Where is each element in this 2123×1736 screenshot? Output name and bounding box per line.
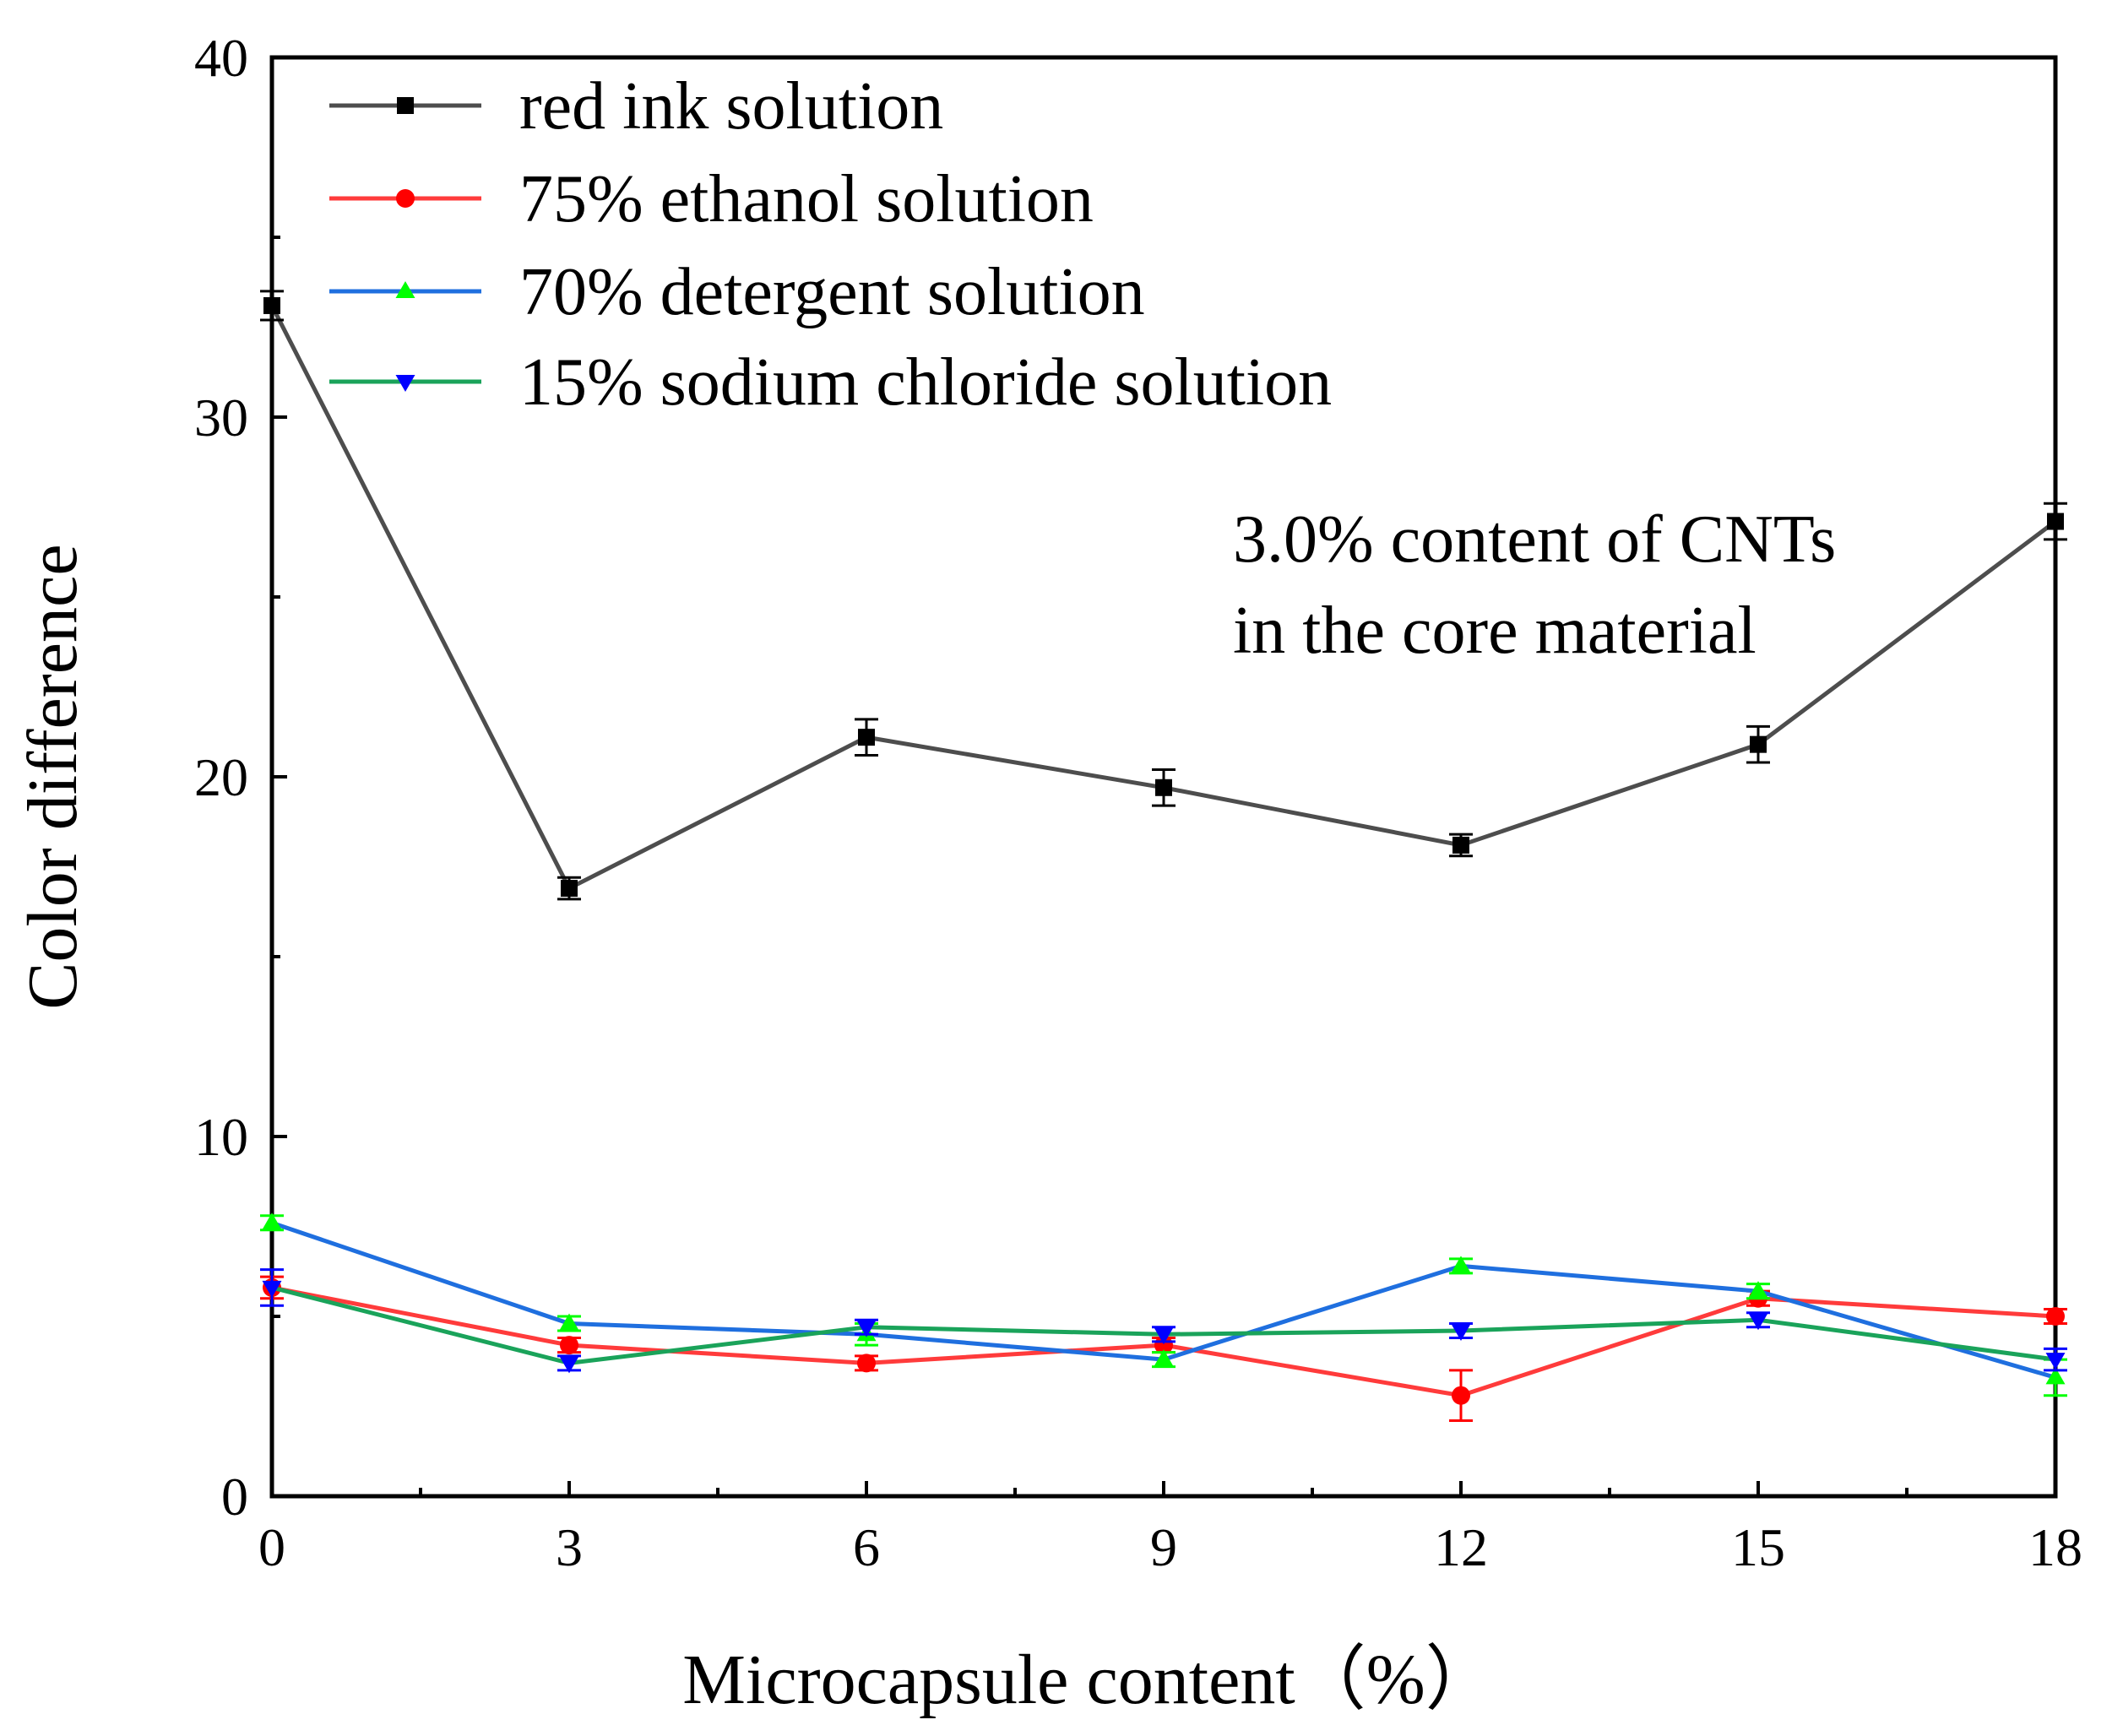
legend-label: 75% ethanol solution	[519, 162, 1094, 236]
y-tick-label: 0	[221, 1467, 248, 1527]
data-point	[1452, 836, 1469, 854]
series-2	[260, 1275, 2067, 1423]
y-tick-label: 40	[194, 28, 248, 88]
series-3	[260, 1212, 2067, 1397]
data-point	[857, 1354, 876, 1373]
data-point	[559, 1313, 579, 1331]
axis-tick-labels: 0 3 6 9 12 15 18 0 10 20 30 40	[194, 28, 2082, 1577]
data-point	[262, 1280, 282, 1298]
y-axis-label: Color difference	[14, 544, 92, 1009]
y-tick-label: 20	[194, 747, 248, 807]
data-point	[856, 1320, 877, 1337]
x-axis-label: Microcapsule content（%）	[682, 1641, 1496, 1719]
series-4	[260, 1268, 2067, 1374]
data-point	[561, 880, 578, 898]
y-tick-label: 10	[194, 1107, 248, 1167]
legend-marker	[396, 189, 415, 208]
legend-label: red ink solution	[519, 69, 943, 144]
data-point	[2046, 1307, 2065, 1326]
x-tick-label: 6	[853, 1517, 880, 1577]
data-point	[1452, 1386, 1470, 1405]
data-point	[1748, 1281, 1768, 1299]
data-point	[1748, 1313, 1768, 1331]
data-point	[1155, 778, 1172, 796]
series-layer	[260, 290, 2067, 1423]
x-tick-label: 0	[258, 1517, 285, 1577]
annotation-line-1: 3.0% content of CNTs	[1233, 502, 1836, 577]
data-point	[560, 1336, 578, 1355]
data-point	[2045, 1353, 2066, 1370]
axis-ticks	[270, 56, 2057, 1498]
data-point	[2047, 513, 2064, 530]
data-point	[2045, 1367, 2066, 1385]
x-tick-label: 18	[2028, 1517, 2082, 1577]
data-point	[263, 296, 280, 314]
legend-marker	[397, 97, 414, 114]
legend-label: 15% sodium chloride solution	[519, 345, 1332, 420]
x-tick-label: 9	[1150, 1517, 1177, 1577]
data-point	[1154, 1349, 1174, 1367]
data-point	[262, 1212, 282, 1230]
annotation-line-2: in the core material	[1233, 594, 1756, 668]
x-tick-label: 12	[1434, 1517, 1488, 1577]
legend-marker	[395, 281, 415, 298]
data-point	[1451, 1324, 1471, 1342]
y-tick-label: 30	[194, 388, 248, 448]
data-point	[1750, 735, 1767, 753]
data-point	[1451, 1256, 1471, 1273]
series-1	[260, 290, 2067, 901]
data-point	[1154, 1327, 1174, 1345]
x-tick-label: 3	[556, 1517, 583, 1577]
legend-marker	[395, 375, 415, 392]
x-tick-label: 15	[1731, 1517, 1785, 1577]
legend: red ink solution 75% ethanol solution 70% …	[329, 69, 1332, 420]
data-point	[858, 729, 875, 746]
legend-label: 70% detergent solution	[519, 255, 1145, 329]
data-point	[559, 1356, 579, 1374]
